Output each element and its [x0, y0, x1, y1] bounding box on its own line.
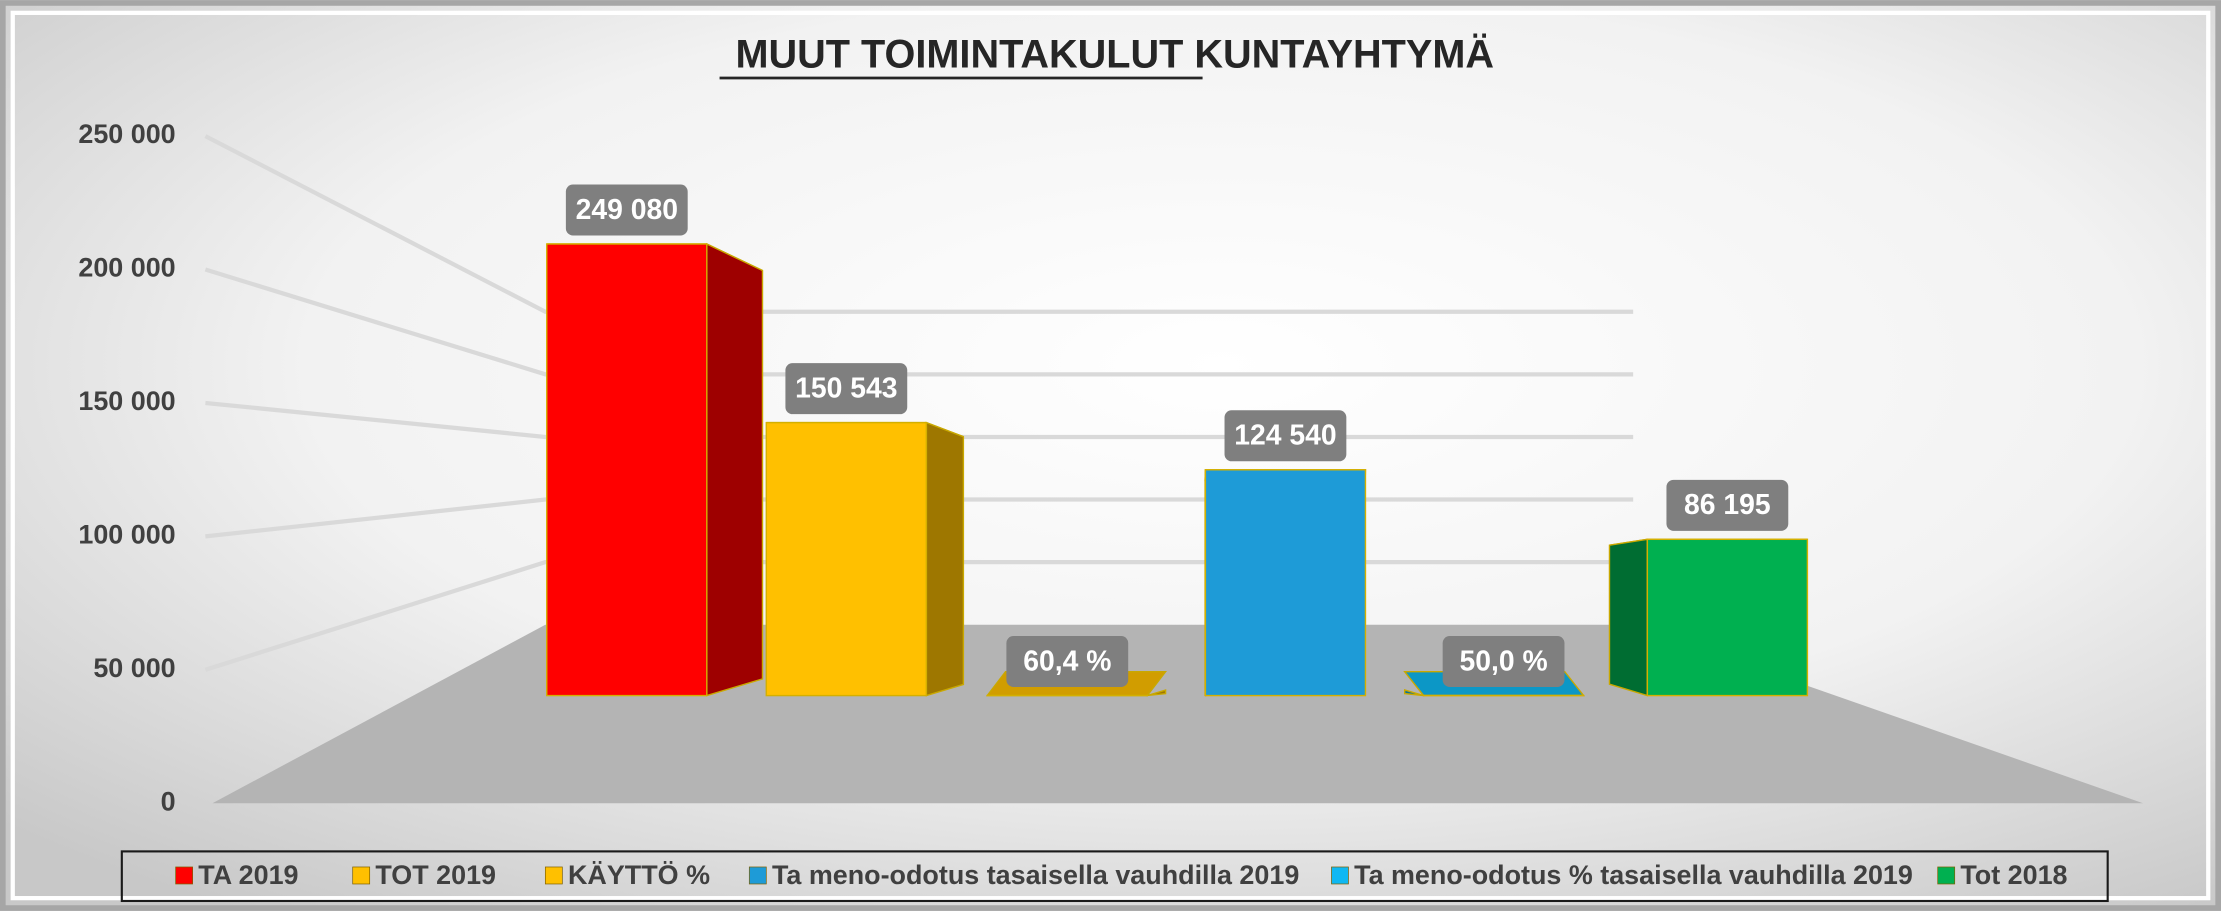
chart-title: MUUT TOIMINTAKULUT KUNTAYHTYMÄ: [735, 32, 1494, 76]
bar-front: [765, 421, 928, 697]
bar: [1608, 538, 1809, 697]
legend-label: KÄYTTÖ %: [568, 860, 710, 890]
value-label-box: [1666, 479, 1789, 531]
value-label: 150 543: [795, 373, 897, 405]
y-tick-label: 100 000: [78, 519, 175, 549]
value-label: 249 080: [576, 194, 678, 226]
legend-swatch: [1937, 866, 1956, 885]
bar-front: [1646, 538, 1809, 697]
value-label: 60,4 %: [1023, 645, 1111, 677]
grid-line: [204, 134, 1634, 314]
value-label-box: [565, 184, 688, 236]
bars: [546, 242, 1809, 697]
legend-label: Tot 2018: [1960, 860, 2067, 890]
value-label-box: [785, 363, 908, 415]
legend-box: [120, 850, 2109, 903]
labels: 249 080 150 543 60,4 % 124 540 50,0 % 86 195: [565, 184, 1789, 687]
legend-label: TA 2019: [198, 860, 298, 890]
bar-front: [546, 243, 708, 697]
legend-swatch: [175, 866, 193, 885]
value-label: 86 195: [1684, 489, 1771, 521]
value-label: 50,0 %: [1459, 645, 1547, 677]
chart-frame: [10, 10, 2211, 901]
bar-side: [706, 242, 764, 697]
value-label: 124 540: [1234, 420, 1336, 452]
grid-line: [204, 267, 1634, 377]
value-label-box: [1006, 635, 1129, 687]
bar-side: [925, 421, 965, 697]
y-tick-label: 150 000: [78, 386, 175, 416]
bar: [546, 242, 764, 697]
y-tick-label: 0: [161, 786, 176, 816]
y-tick-label: 50 000: [93, 653, 175, 683]
legend-swatch: [352, 866, 371, 885]
bar: [1204, 469, 1367, 697]
legend-label: Ta meno-odotus tasaisella vauhdilla 2019: [772, 860, 1299, 890]
value-label-box: [1442, 636, 1565, 687]
bar: [765, 421, 965, 697]
legend-swatch: [1331, 866, 1349, 885]
bar-side: [1608, 538, 1649, 697]
bar-front: [1204, 469, 1367, 697]
legend-label: Ta meno-odotus % tasaisella vauhdilla 20…: [1354, 860, 1913, 890]
value-label-box: [1224, 410, 1347, 462]
y-tick-label: 200 000: [78, 253, 175, 283]
legend-swatch: [544, 866, 563, 885]
y-tick-label: 250 000: [78, 119, 175, 149]
legend-swatch: [748, 866, 767, 885]
legend-label: TOT 2019: [375, 860, 496, 890]
